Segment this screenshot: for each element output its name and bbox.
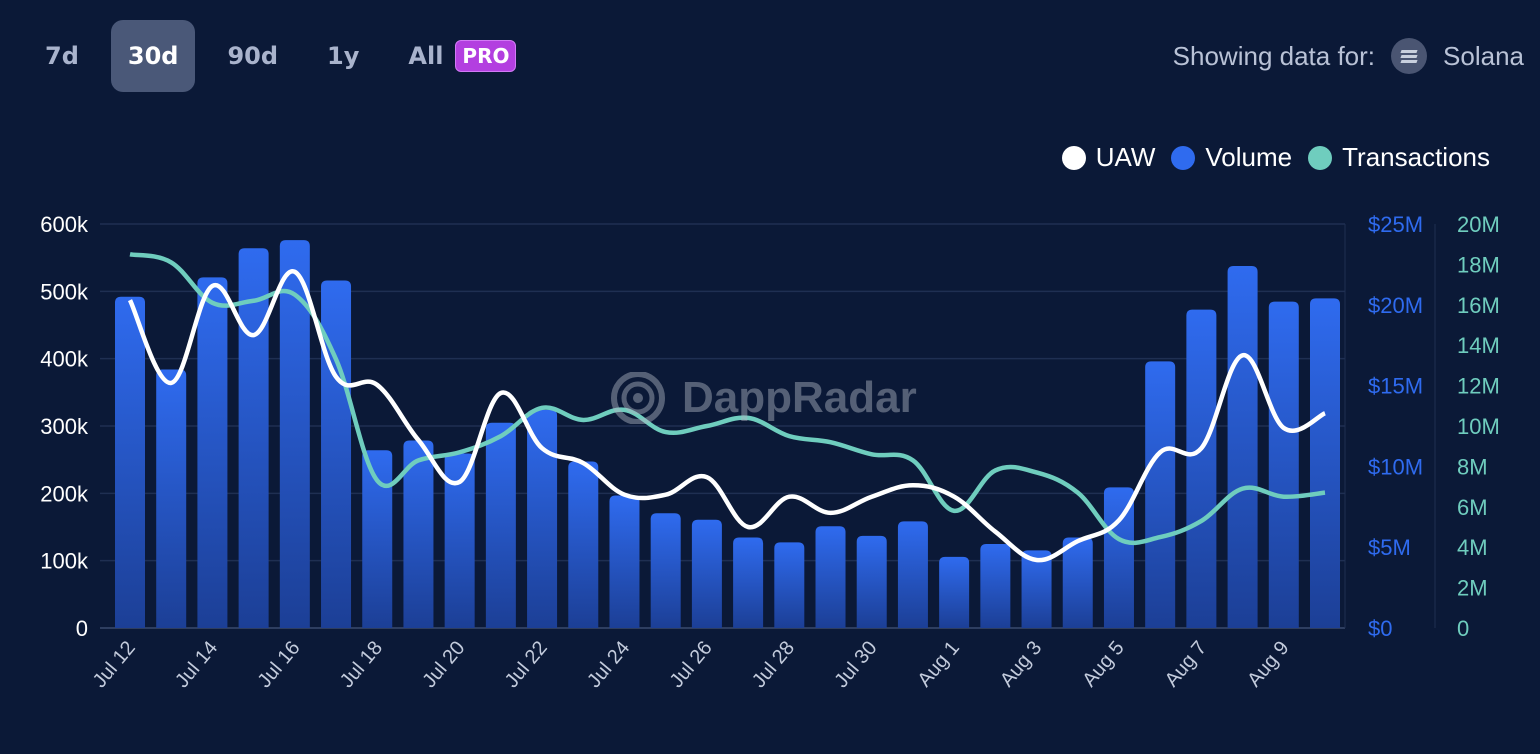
solana-icon bbox=[1391, 38, 1428, 74]
volume-axis-tick: $5M bbox=[1368, 535, 1411, 560]
x-axis-tick: Aug 9 bbox=[1243, 637, 1293, 691]
x-axis-tick: Jul 22 bbox=[501, 637, 552, 692]
legend-transactions-label: Transactions bbox=[1342, 142, 1490, 172]
volume-axis-tick: $10M bbox=[1368, 454, 1423, 479]
left-axis-tick: 0 bbox=[76, 616, 88, 641]
volume-bar bbox=[939, 556, 970, 628]
volume-bar bbox=[156, 369, 187, 628]
volume-bar bbox=[1145, 361, 1176, 628]
left-axis-tick: 300k bbox=[40, 414, 89, 439]
x-axis-tick: Jul 18 bbox=[336, 637, 387, 692]
left-axis-tick: 100k bbox=[40, 549, 89, 574]
volume-bar bbox=[568, 461, 599, 628]
legend-uaw[interactable]: UAW bbox=[1061, 142, 1156, 173]
transactions-line bbox=[129, 252, 1326, 546]
left-axis-tick: 400k bbox=[40, 347, 89, 372]
volume-axis-tick: $15M bbox=[1368, 374, 1423, 399]
volume-bar bbox=[362, 450, 393, 628]
volume-bar bbox=[1268, 301, 1299, 628]
x-axis-tick: Jul 16 bbox=[253, 637, 304, 692]
x-axis-tick: Jul 24 bbox=[583, 637, 634, 692]
transactions-axis-tick: 0 bbox=[1457, 616, 1469, 641]
transactions-axis-tick: 10M bbox=[1457, 414, 1500, 439]
x-axis-tick: Aug 7 bbox=[1161, 637, 1211, 691]
x-axis-tick: Aug 3 bbox=[996, 637, 1046, 691]
dappradar-logo-icon bbox=[611, 372, 665, 424]
x-axis-tick: Jul 26 bbox=[666, 637, 717, 692]
volume-bar bbox=[1310, 298, 1340, 628]
volume-bar bbox=[1186, 309, 1217, 628]
volume-bar bbox=[733, 537, 764, 628]
x-axis-tick: Jul 28 bbox=[748, 637, 799, 692]
legend-volume[interactable]: Volume bbox=[1171, 142, 1292, 173]
range-7d-button[interactable]: 7d bbox=[45, 42, 79, 70]
range-30d-button[interactable]: 30d bbox=[110, 20, 196, 92]
legend-uaw-label: UAW bbox=[1095, 142, 1156, 172]
volume-bar bbox=[856, 535, 887, 628]
volume-axis-tick: $0 bbox=[1368, 616, 1392, 641]
x-axis-tick: Jul 14 bbox=[171, 637, 222, 692]
volume-axis-tick: $20M bbox=[1368, 293, 1423, 318]
transactions-axis-tick: 16M bbox=[1457, 293, 1500, 318]
legend-volume-label: Volume bbox=[1205, 142, 1293, 172]
time-range-selector: 7d 30d 90d 1y All PRO bbox=[28, 20, 548, 92]
transactions-axis-tick: 18M bbox=[1457, 252, 1500, 277]
volume-bar bbox=[527, 409, 558, 628]
left-axis-tick: 600k bbox=[40, 212, 89, 237]
volume-axis-tick: $25M bbox=[1368, 212, 1423, 237]
transactions-axis-tick: 12M bbox=[1457, 374, 1500, 399]
volume-bar bbox=[115, 296, 145, 628]
x-axis-tick: Aug 5 bbox=[1078, 637, 1128, 691]
volume-bar bbox=[485, 422, 516, 628]
volume-bar bbox=[1062, 537, 1093, 628]
volume-bar bbox=[197, 277, 228, 628]
volume-bar bbox=[609, 495, 640, 628]
uaw-line bbox=[127, 269, 1327, 563]
left-axis-tick: 500k bbox=[40, 279, 89, 304]
transactions-axis-tick: 2M bbox=[1457, 576, 1488, 601]
chain-name: Solana bbox=[1443, 40, 1524, 71]
x-axis-tick: Jul 20 bbox=[418, 637, 469, 692]
left-axis-tick: 200k bbox=[40, 481, 89, 506]
transactions-axis-tick: 20M bbox=[1457, 212, 1500, 237]
volume-bar bbox=[1021, 550, 1052, 628]
x-axis-tick: Jul 30 bbox=[830, 637, 881, 692]
volume-bar bbox=[897, 521, 928, 628]
volume-bar bbox=[403, 440, 434, 628]
transactions-axis-tick: 4M bbox=[1457, 535, 1488, 560]
volume-bar bbox=[238, 248, 269, 629]
chart-legend: UAW Volume Transactions bbox=[1046, 142, 1490, 173]
volume-bar bbox=[650, 513, 681, 628]
range-all-button[interactable]: All PRO bbox=[391, 20, 533, 92]
volume-bar bbox=[815, 526, 846, 628]
volume-bar bbox=[691, 519, 722, 628]
dappradar-watermark: DappRadar bbox=[610, 372, 917, 424]
x-axis-tick: Jul 12 bbox=[89, 637, 140, 692]
range-90d-button[interactable]: 90d bbox=[227, 42, 279, 70]
transactions-axis-tick: 8M bbox=[1457, 454, 1488, 479]
uaw-dot-icon bbox=[1061, 145, 1086, 170]
volume-bar bbox=[980, 543, 1011, 628]
chain-selector[interactable]: Showing data for: Solana bbox=[1173, 38, 1524, 74]
transactions-axis-tick: 6M bbox=[1457, 495, 1488, 520]
volume-bar bbox=[444, 453, 475, 628]
showing-label: Showing data for: bbox=[1172, 40, 1376, 71]
pro-badge: PRO bbox=[455, 40, 517, 72]
transactions-dot-icon bbox=[1308, 145, 1333, 170]
transactions-axis-tick: 14M bbox=[1457, 333, 1500, 358]
x-axis-tick: Aug 1 bbox=[914, 637, 964, 691]
range-1y-button[interactable]: 1y bbox=[327, 42, 360, 70]
legend-transactions[interactable]: Transactions bbox=[1308, 142, 1490, 173]
volume-bar bbox=[1227, 266, 1258, 628]
volume-bar bbox=[279, 240, 310, 628]
volume-bar bbox=[1103, 487, 1134, 628]
range-all-label: All bbox=[408, 42, 444, 70]
volume-dot-icon bbox=[1171, 145, 1196, 170]
volume-bar bbox=[774, 542, 805, 628]
watermark-text: DappRadar bbox=[682, 373, 917, 422]
